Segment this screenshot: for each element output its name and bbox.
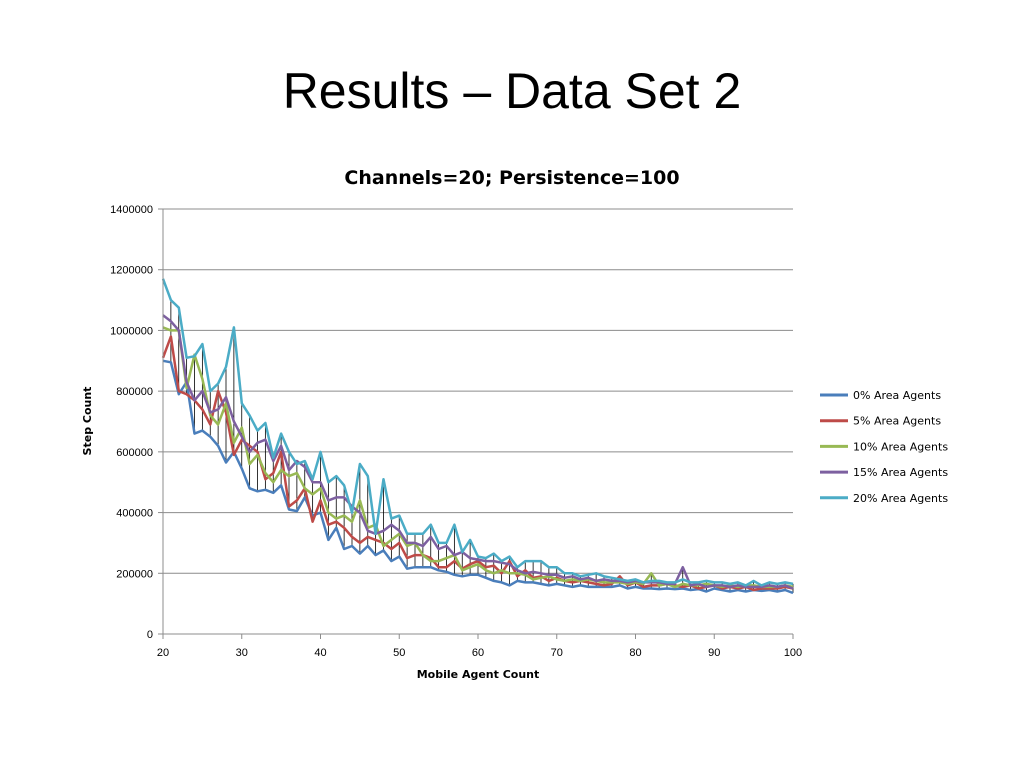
- legend-label-3: 10% Area Agents: [853, 440, 948, 453]
- y-tick-label: 1200000: [110, 265, 153, 277]
- y-tick-label: 1000000: [110, 325, 153, 337]
- series-line-4: [162, 314, 794, 590]
- x-tick-label: 60: [472, 647, 484, 659]
- x-axis-title: Mobile Agent Count: [417, 668, 540, 681]
- legend-label-5: 20% Area Agents: [853, 492, 948, 505]
- y-tick-label: 200000: [116, 568, 153, 580]
- chart-legend: 0% Area Agents 5% Area Agents 10% Area Age…: [820, 389, 948, 505]
- chart-tick-labels: 0 200000 400000 600000 800000 1000000 1200000 1…: [110, 204, 802, 659]
- x-tick-label: 100: [784, 647, 802, 659]
- x-tick-label: 70: [551, 647, 563, 659]
- series-line-3: [162, 326, 794, 589]
- series-line-1: [162, 359, 794, 595]
- y-tick-label: 600000: [116, 447, 153, 459]
- chart-gridlines: [163, 208, 793, 574]
- y-tick-label: 0: [147, 629, 153, 641]
- x-tick-label: 50: [393, 647, 405, 659]
- x-tick-label: 90: [708, 647, 720, 659]
- y-tick-label: 800000: [116, 386, 153, 398]
- x-tick-label: 30: [236, 647, 248, 659]
- legend-label-2: 5% Area Agents: [853, 415, 941, 428]
- chart-title: Channels=20; Persistence=100: [344, 167, 679, 189]
- slide-title: Results – Data Set 2: [282, 63, 742, 119]
- y-tick-label: 1400000: [110, 204, 153, 216]
- y-axis-title: Step Count: [81, 387, 94, 456]
- legend-label-4: 15% Area Agents: [853, 466, 948, 479]
- legend-label-1: 0% Area Agents: [853, 389, 941, 402]
- x-tick-label: 20: [157, 647, 169, 659]
- chart-axes: [158, 208, 794, 639]
- series-line-5: [161, 278, 794, 587]
- chart-drop-lines: [162, 278, 794, 594]
- chart-series-group: [161, 278, 794, 595]
- x-tick-label: 80: [629, 647, 641, 659]
- x-tick-label: 40: [314, 647, 326, 659]
- y-tick-label: 400000: [116, 508, 153, 520]
